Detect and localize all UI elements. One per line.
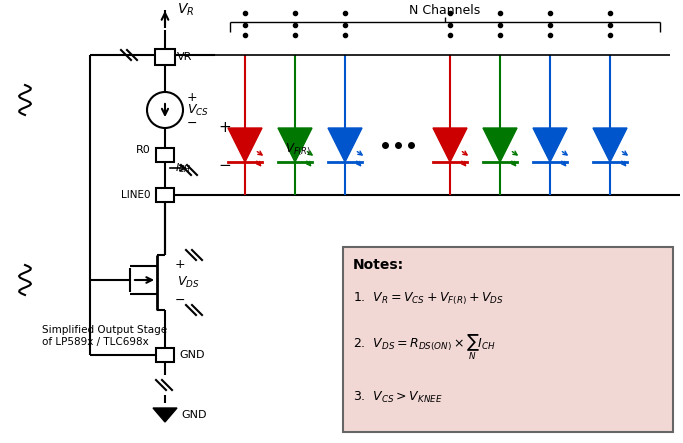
Text: 3.  $V_{CS} > V_{KNEE}$: 3. $V_{CS} > V_{KNEE}$ (353, 389, 443, 404)
Bar (156, 148, 174, 162)
Text: 1.  $V_R = V_{CS} + V_{F(R)} + V_{DS}$: 1. $V_R = V_{CS} + V_{F(R)} + V_{DS}$ (353, 291, 504, 307)
Text: −: − (219, 158, 232, 172)
Text: +: + (175, 259, 186, 272)
Text: VR: VR (177, 52, 193, 62)
Text: $I_{CH}$: $I_{CH}$ (175, 161, 191, 175)
Text: $V_{CS}$: $V_{CS}$ (187, 102, 209, 117)
Text: $V_{F(R)}$: $V_{F(R)}$ (285, 142, 311, 158)
Text: 2.  $V_{DS} = R_{DS(ON)} \times \sum_{N} I_{CH}$: 2. $V_{DS} = R_{DS(ON)} \times \sum_{N} … (353, 332, 496, 362)
Polygon shape (433, 128, 467, 162)
Polygon shape (533, 128, 567, 162)
Polygon shape (153, 408, 177, 422)
Text: LINE0: LINE0 (122, 190, 151, 200)
Text: Simplified Output Stage: Simplified Output Stage (42, 325, 167, 335)
Bar (156, 188, 174, 202)
Text: +: + (187, 90, 197, 104)
Text: −: − (175, 294, 186, 307)
Polygon shape (328, 128, 362, 162)
Polygon shape (278, 128, 312, 162)
Text: $V_{DS}$: $V_{DS}$ (177, 275, 199, 290)
Text: +: + (219, 120, 232, 135)
Text: of LP589x / TLC698x: of LP589x / TLC698x (42, 337, 149, 347)
Text: R0: R0 (136, 145, 151, 155)
Text: $V_R$: $V_R$ (177, 2, 195, 18)
Bar (156, 348, 174, 362)
Polygon shape (483, 128, 517, 162)
Text: N Channels: N Channels (409, 4, 481, 16)
Polygon shape (228, 128, 262, 162)
FancyBboxPatch shape (343, 247, 673, 432)
Bar (155, 49, 175, 65)
Text: Notes:: Notes: (353, 258, 404, 272)
Polygon shape (593, 128, 627, 162)
Text: GND: GND (181, 410, 206, 420)
Text: −: − (187, 117, 197, 129)
Text: GND: GND (179, 350, 204, 360)
